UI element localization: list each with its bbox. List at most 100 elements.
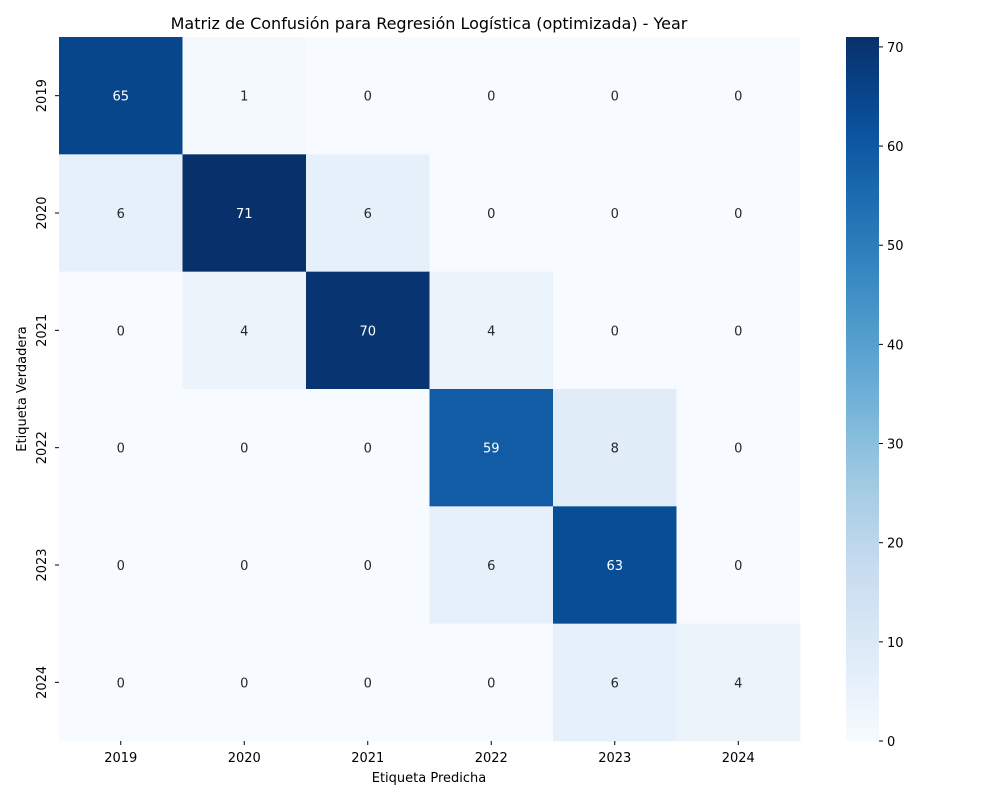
cell-value-label-r5-c3: 0 [487,676,495,691]
cell-value-label-r2-c2: 70 [359,324,376,339]
heatmap-cell-r1-c3 [429,154,554,273]
cell-value-label-r3-c1: 0 [240,442,248,457]
colorbar-tick-label-0: 0 [887,735,895,750]
cell-value-label-r2-c0: 0 [117,324,125,339]
colorbar-ticks: 0 10 20 30 40 50 60 70 [879,41,904,750]
cell-value-label-r4-c3: 6 [487,559,495,574]
heatmap-cell-r4-c4 [553,506,677,625]
colorbar-tick-label-7: 70 [887,41,904,56]
heatmap-cell-r0-c5 [676,37,801,155]
y-axis-ticks: 2019 2020 2021 2022 2023 2024 [35,79,59,699]
cell-value-label-r4-c1: 0 [240,559,248,574]
heatmap-cell-r4-c3 [429,506,554,625]
heatmap-cell-r0-c2 [306,37,430,155]
heatmap-cell-r4-c2 [306,506,430,625]
cell-value-label-r1-c4: 0 [611,207,619,222]
heatmap-cell-r5-c0 [59,623,183,742]
heatmap-cells [59,37,801,742]
x-tick-label-4: 2023 [598,751,631,766]
heatmap-cell-r1-c2 [306,154,430,273]
heatmap-cell-r1-c4 [553,154,677,273]
heatmap-cell-r2-c2 [306,271,430,390]
cell-value-label-r1-c2: 6 [364,207,372,222]
cell-value-label-r5-c4: 6 [611,676,619,691]
y-tick-label-1: 2020 [35,196,50,229]
cell-value-label-r5-c1: 0 [240,676,248,691]
cell-value-label-r5-c2: 0 [364,676,372,691]
colorbar-tick-label-3: 30 [887,438,904,453]
y-tick-label-4: 2023 [35,548,50,581]
heatmap-cell-r3-c4 [553,389,677,507]
x-tick-label-5: 2024 [722,751,755,766]
x-tick-label-3: 2022 [475,751,508,766]
heatmap-cell-r3-c1 [182,389,307,507]
y-tick-label-5: 2024 [35,666,50,699]
heatmap-cell-r4-c0 [59,506,183,625]
heatmap-cell-r0-c0 [59,37,183,155]
cell-value-label-r4-c5: 0 [734,559,742,574]
heatmap-cell-r4-c1 [182,506,307,625]
x-tick-label-2: 2021 [351,751,384,766]
cell-value-label-r3-c2: 0 [364,442,372,457]
colorbar-tick-label-4: 40 [887,338,904,353]
cell-value-label-r3-c3: 59 [483,442,500,457]
heatmap-cell-r0-c3 [429,37,554,155]
cell-value-label-r1-c5: 0 [734,207,742,222]
heatmap-cell-labels: 65 1 0 0 0 0 6 71 6 0 0 0 0 4 70 4 0 0 0 0 0 59 8 0 0 0 0 6 63 0 0 0 0 0 6… [112,90,742,692]
heatmap-cell-r2-c4 [553,271,677,390]
heatmap-cell-r2-c3 [429,271,554,390]
heatmap-cell-r1-c0 [59,154,183,273]
y-tick-label-3: 2022 [35,431,50,464]
heatmap-cell-r5-c3 [429,623,554,742]
y-tick-label-0: 2019 [35,79,50,112]
cell-value-label-r0-c3: 0 [487,90,495,105]
heatmap-cell-r4-c5 [676,506,801,625]
cell-value-label-r3-c5: 0 [734,442,742,457]
x-axis-label: Etiqueta Predicha [372,771,487,786]
heatmap-cell-r0-c4 [553,37,677,155]
cell-value-label-r0-c4: 0 [611,90,619,105]
colorbar-tick-label-1: 10 [887,636,904,651]
cell-value-label-r4-c4: 63 [606,559,623,574]
x-tick-label-1: 2020 [228,751,261,766]
cell-value-label-r0-c5: 0 [734,90,742,105]
cell-value-label-r3-c4: 8 [611,442,619,457]
heatmap-cell-r5-c1 [182,623,307,742]
chart-title: Matriz de Confusión para Regresión Logís… [171,14,688,33]
x-axis-ticks: 2019 2020 2021 2022 2023 2024 [104,741,755,766]
heatmap-cell-r3-c5 [676,389,801,507]
heatmap-cell-r2-c1 [182,271,307,390]
cell-value-label-r0-c2: 0 [364,90,372,105]
heatmap-cell-r2-c0 [59,271,183,390]
colorbar-tick-label-5: 50 [887,239,904,254]
heatmap-cell-r2-c5 [676,271,801,390]
cell-value-label-r1-c1: 71 [236,207,253,222]
cell-value-label-r4-c0: 0 [117,559,125,574]
heatmap-cell-r1-c1 [182,154,307,273]
cell-value-label-r2-c1: 4 [240,324,248,339]
cell-value-label-r3-c0: 0 [117,442,125,457]
heatmap-cell-r5-c5 [676,623,801,742]
cell-value-label-r2-c3: 4 [487,324,495,339]
cell-value-label-r0-c0: 65 [112,90,129,105]
cell-value-label-r1-c0: 6 [117,207,125,222]
colorbar-tick-label-2: 20 [887,537,904,552]
cell-value-label-r4-c2: 0 [364,559,372,574]
heatmap-cell-r3-c3 [429,389,554,507]
heatmap-cell-r5-c4 [553,623,677,742]
colorbar [846,37,879,741]
heatmap-cell-r5-c2 [306,623,430,742]
cell-value-label-r5-c0: 0 [117,676,125,691]
x-tick-label-0: 2019 [104,751,137,766]
colorbar-tick-label-6: 60 [887,140,904,155]
cell-value-label-r5-c5: 4 [734,676,742,691]
heatmap-cell-r0-c1 [182,37,307,155]
cell-value-label-r0-c1: 1 [240,90,248,105]
cell-value-label-r2-c5: 0 [734,324,742,339]
cell-value-label-r1-c3: 0 [487,207,495,222]
y-axis-label: Etiqueta Verdadera [15,326,30,451]
heatmap-cell-r1-c5 [676,154,801,273]
heatmap-cell-r3-c2 [306,389,430,507]
